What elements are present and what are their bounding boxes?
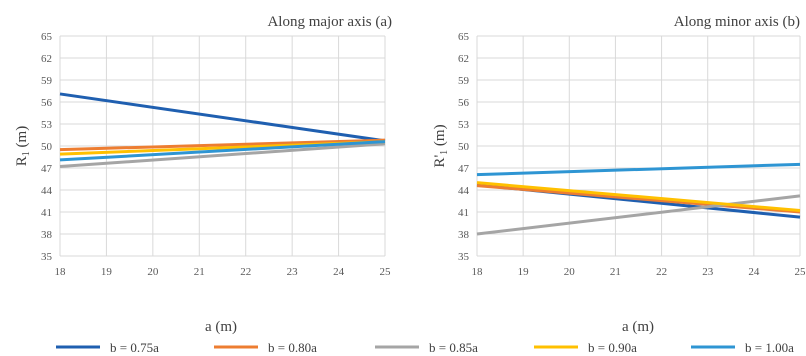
y-tick-label: 62 <box>41 53 52 65</box>
x-tick-label: 23 <box>287 266 299 278</box>
y-tick-label: 35 <box>458 251 470 263</box>
y-tick-label: 38 <box>458 229 470 241</box>
x-tick-label: 19 <box>518 266 530 278</box>
y-tick-label: 47 <box>458 163 470 175</box>
y-tick-label: 50 <box>41 141 53 153</box>
x-tick-label: 22 <box>240 266 251 278</box>
y-tick-label: 56 <box>41 97 53 109</box>
x-tick-label: 18 <box>472 266 484 278</box>
series-line-b-0-90a <box>476 181 801 213</box>
y-axis-label-suffix: (m) <box>14 126 30 151</box>
x-axis-label: a (m) <box>622 319 654 335</box>
y-axis-label-sub: 1 <box>21 151 32 156</box>
y-tick-label: 41 <box>41 207 52 219</box>
y-axis-label: R1 (m) <box>14 126 32 166</box>
chart-major-axis: Along major axis (a) a (m) R1 (m) 35 38 41… <box>14 14 392 335</box>
series-line-b-1-00a <box>59 140 386 162</box>
series-line-b-0-80a <box>476 184 801 214</box>
legend-label: b = 0.80a <box>268 340 317 355</box>
legend: b = 0.75a b = 0.80a b = 0.85a b = 0.90a b = … <box>56 340 794 355</box>
x-tick-label: 23 <box>702 266 714 278</box>
x-tick-label: 20 <box>564 266 576 278</box>
x-tick-label: 25 <box>795 266 806 278</box>
y-tick-label: 65 <box>458 31 470 43</box>
legend-label: b = 0.90a <box>588 340 637 355</box>
legend-label: b = 0.75a <box>110 340 159 355</box>
series-line-b-0-80a <box>59 138 386 152</box>
x-tick-label: 22 <box>656 266 667 278</box>
chart-title: Along major axis (a) <box>267 14 392 30</box>
x-tick-label: 18 <box>55 266 67 278</box>
y-tick-label: 50 <box>458 141 470 153</box>
y-tick-label: 53 <box>41 119 53 131</box>
x-tick-label: 25 <box>380 266 392 278</box>
y-axis-label-suffix: (m) <box>432 124 448 149</box>
y-tick-label: 59 <box>41 75 53 87</box>
chart-minor-axis: Along minor axis (b) a (m) R'1 (m) 35 38 4… <box>432 14 806 335</box>
legend-label: b = 1.00a <box>745 340 794 355</box>
y-tick-label: 38 <box>41 229 53 241</box>
legend-label: b = 0.85a <box>429 340 478 355</box>
chart-title: Along minor axis (b) <box>674 14 800 30</box>
y-axis-label: R'1 (m) <box>432 124 450 167</box>
y-tick-label: 41 <box>458 207 469 219</box>
x-tick-label: 20 <box>147 266 159 278</box>
series-line-b-0-85a <box>59 142 386 169</box>
x-tick-label: 21 <box>194 266 205 278</box>
y-axis-label-sub: 1 <box>439 150 450 155</box>
y-axis-label-main: R <box>14 156 30 166</box>
x-axis-label: a (m) <box>205 319 237 335</box>
y-tick-label: 35 <box>41 251 53 263</box>
x-tick-label: 19 <box>101 266 113 278</box>
series-line-b-1-00a <box>476 162 801 177</box>
y-tick-label: 62 <box>458 53 469 65</box>
y-tick-label: 44 <box>41 185 53 197</box>
y-axis-label-main: R' <box>432 155 448 168</box>
series-line-b-0-75a <box>59 92 386 143</box>
y-tick-label: 47 <box>41 163 53 175</box>
x-tick-label: 24 <box>333 266 345 278</box>
y-tick-label: 56 <box>458 97 470 109</box>
y-tick-label: 53 <box>458 119 470 131</box>
series-line-b-0-85a <box>476 194 801 236</box>
y-tick-label: 44 <box>458 185 470 197</box>
x-tick-label: 21 <box>610 266 621 278</box>
y-tick-label: 59 <box>458 75 470 87</box>
x-tick-label: 24 <box>748 266 760 278</box>
y-tick-label: 65 <box>41 31 53 43</box>
